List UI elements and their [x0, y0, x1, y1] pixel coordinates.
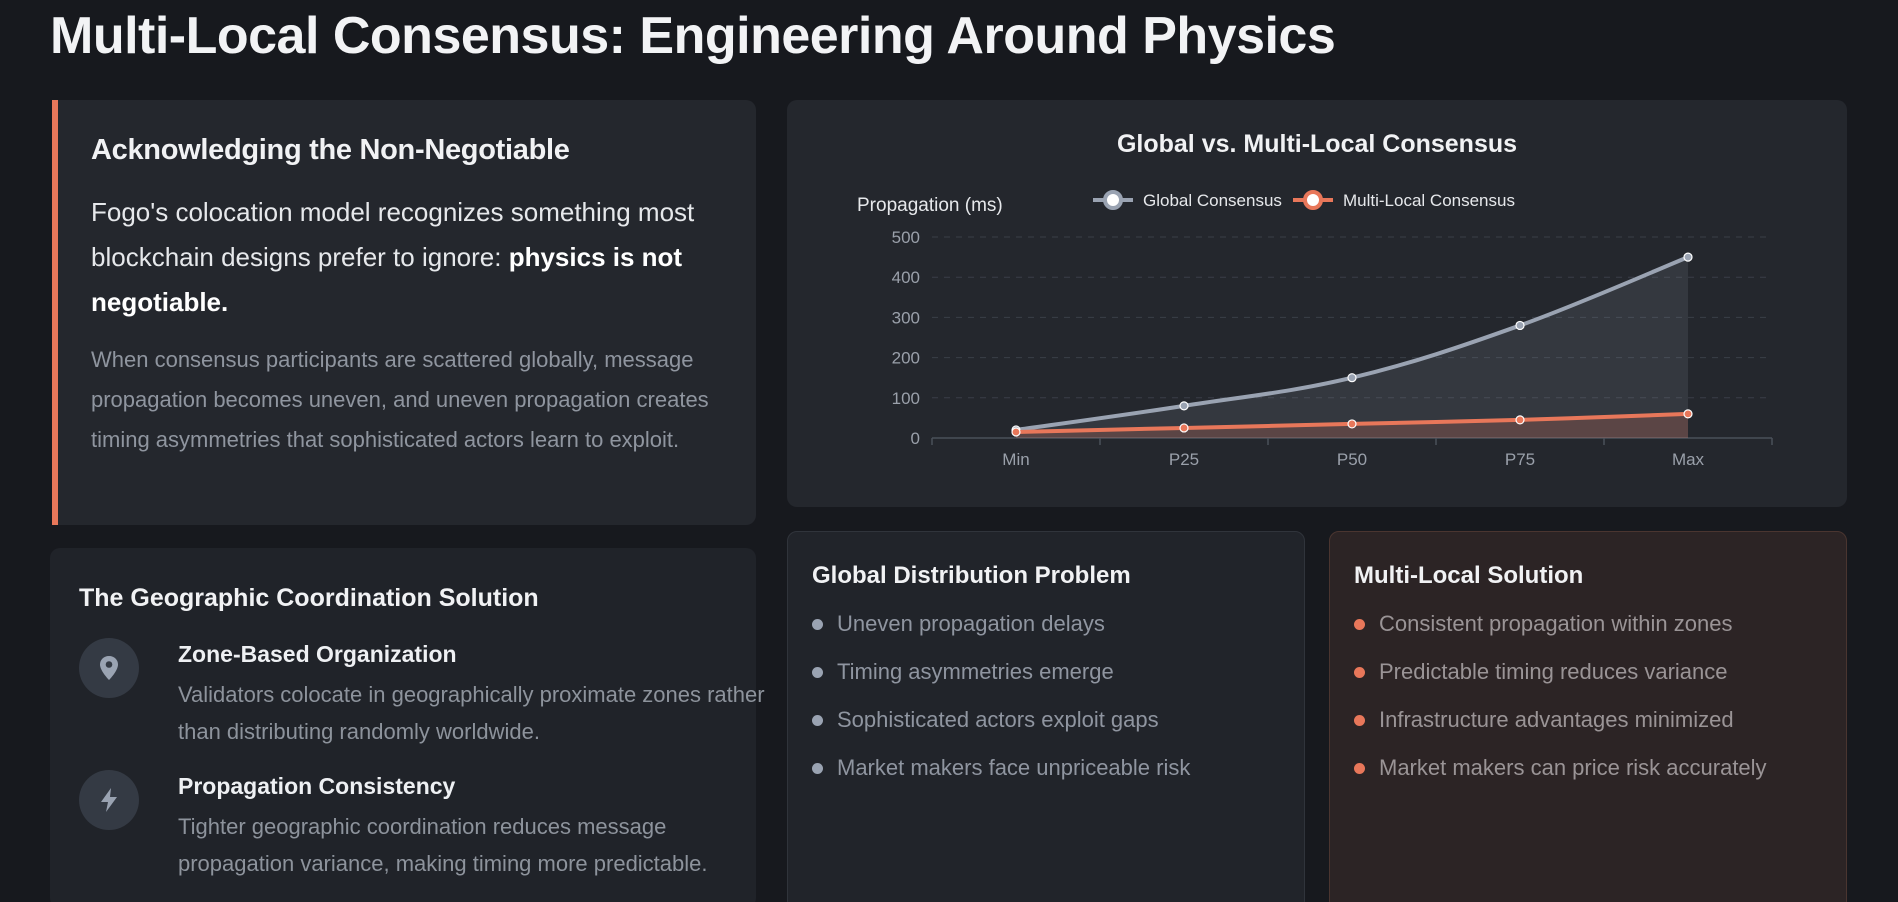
data-point — [1683, 252, 1693, 262]
list-item-text: Market makers face unpriceable risk — [837, 755, 1191, 780]
list-item-text: Timing asymmetries emerge — [837, 659, 1114, 684]
chart-legend: Global Consensus Multi-Local Consensus — [1093, 190, 1515, 210]
bullet-dot — [812, 715, 823, 726]
bullet-dot — [812, 619, 823, 630]
list-item: Timing asymmetries emerge — [812, 652, 1190, 700]
x-tick-label: Min — [1002, 450, 1029, 469]
bullet-dot — [1354, 667, 1365, 678]
chart-title: Global vs. Multi-Local Consensus — [1116, 130, 1518, 158]
intro-lead-text: Fogo's colocation model recognizes somet… — [91, 197, 695, 272]
data-point — [1179, 401, 1189, 411]
data-point — [1347, 419, 1357, 429]
bullet-dot — [1354, 763, 1365, 774]
chart-svg: Propagation (ms) Global Consensus Multi-L… — [857, 190, 1773, 469]
problem-list: Uneven propagation delays Timing asymmet… — [812, 604, 1190, 796]
y-tick-label: 300 — [892, 308, 920, 327]
list-item: Uneven propagation delays — [812, 604, 1190, 652]
list-item: Consistent propagation within zones — [1354, 604, 1767, 652]
geo-item-title: Propagation Consistency — [178, 773, 456, 799]
legend-marker — [1103, 190, 1123, 210]
geo-item-desc: Validators colocate in geographically pr… — [178, 682, 765, 744]
intro-lead-bold: physics is not negotiable. — [91, 242, 683, 317]
data-point — [1011, 427, 1021, 437]
intro-card: Acknowledging the Non-Negotiable Fogo's … — [52, 100, 756, 525]
legend-marker — [1303, 190, 1323, 210]
intro-heading: Acknowledging the Non-Negotiable — [91, 134, 570, 166]
geo-item-title: Zone-Based Organization — [178, 641, 457, 667]
list-item: Sophisticated actors exploit gaps — [812, 700, 1190, 748]
list-item: Infrastructure advantages minimized — [1354, 700, 1767, 748]
geo-item-desc: Tighter geographic coordination reduces … — [178, 814, 708, 876]
chart-card: Global vs. Multi-Local Consensus Propaga… — [787, 100, 1847, 507]
lightning-icon — [79, 770, 139, 830]
data-point — [1515, 320, 1525, 331]
x-tick-label: P75 — [1505, 450, 1535, 469]
map-pin-icon — [79, 638, 139, 698]
data-point — [1179, 423, 1189, 433]
data-point — [1515, 415, 1525, 425]
bullet-dot — [812, 667, 823, 678]
list-item: Market makers can price risk accurately — [1354, 748, 1767, 796]
x-tick-label: Max — [1672, 450, 1705, 469]
intro-body: When consensus participants are scattere… — [91, 347, 709, 452]
y-axis-label: Propagation (ms) — [857, 195, 1003, 216]
y-tick-label: 200 — [892, 349, 920, 368]
problem-heading: Global Distribution Problem — [812, 562, 1131, 589]
solution-heading: Multi-Local Solution — [1354, 562, 1584, 589]
chart-grid — [932, 236, 1772, 439]
list-item-text: Consistent propagation within zones — [1379, 611, 1733, 636]
solution-card: Multi-Local Solution Consistent propagat… — [1329, 531, 1847, 902]
list-item-text: Uneven propagation delays — [837, 611, 1105, 636]
y-ticks: 0 100 200 300 400 500 — [892, 228, 920, 448]
solution-list: Consistent propagation within zones Pred… — [1354, 604, 1767, 796]
y-tick-label: 100 — [892, 389, 920, 408]
x-ticks: Min P25 P50 P75 Max — [931, 438, 1773, 469]
x-tick-label: P25 — [1169, 450, 1199, 469]
y-tick-label: 400 — [892, 268, 920, 287]
bullet-dot — [1354, 619, 1365, 630]
y-tick-label: 500 — [892, 228, 920, 247]
list-item: Predictable timing reduces variance — [1354, 652, 1767, 700]
geo-heading: The Geographic Coordination Solution — [79, 584, 539, 612]
list-item-text: Market makers can price risk accurately — [1379, 755, 1767, 780]
problem-card: Global Distribution Problem Uneven propa… — [787, 531, 1305, 902]
list-item: Market makers face unpriceable risk — [812, 748, 1190, 796]
x-tick-label: P50 — [1337, 450, 1367, 469]
series-area — [1016, 257, 1688, 438]
bullet-dot — [1354, 715, 1365, 726]
page-title: Multi-Local Consensus: Engineering Aroun… — [50, 7, 1336, 65]
chart-series — [1011, 252, 1693, 438]
legend-label: Multi-Local Consensus — [1343, 191, 1515, 210]
bullet-dot — [812, 763, 823, 774]
legend-label: Global Consensus — [1143, 191, 1282, 210]
geo-card: The Geographic Coordination Solution Zon… — [50, 548, 765, 902]
data-point — [1347, 373, 1357, 383]
list-item-text: Predictable timing reduces variance — [1379, 659, 1728, 684]
data-point — [1683, 409, 1693, 419]
list-item-text: Infrastructure advantages minimized — [1379, 707, 1734, 732]
list-item-text: Sophisticated actors exploit gaps — [837, 707, 1159, 732]
y-tick-label: 0 — [911, 429, 920, 448]
intro-lead: Fogo's colocation model recognizes somet… — [91, 190, 731, 325]
